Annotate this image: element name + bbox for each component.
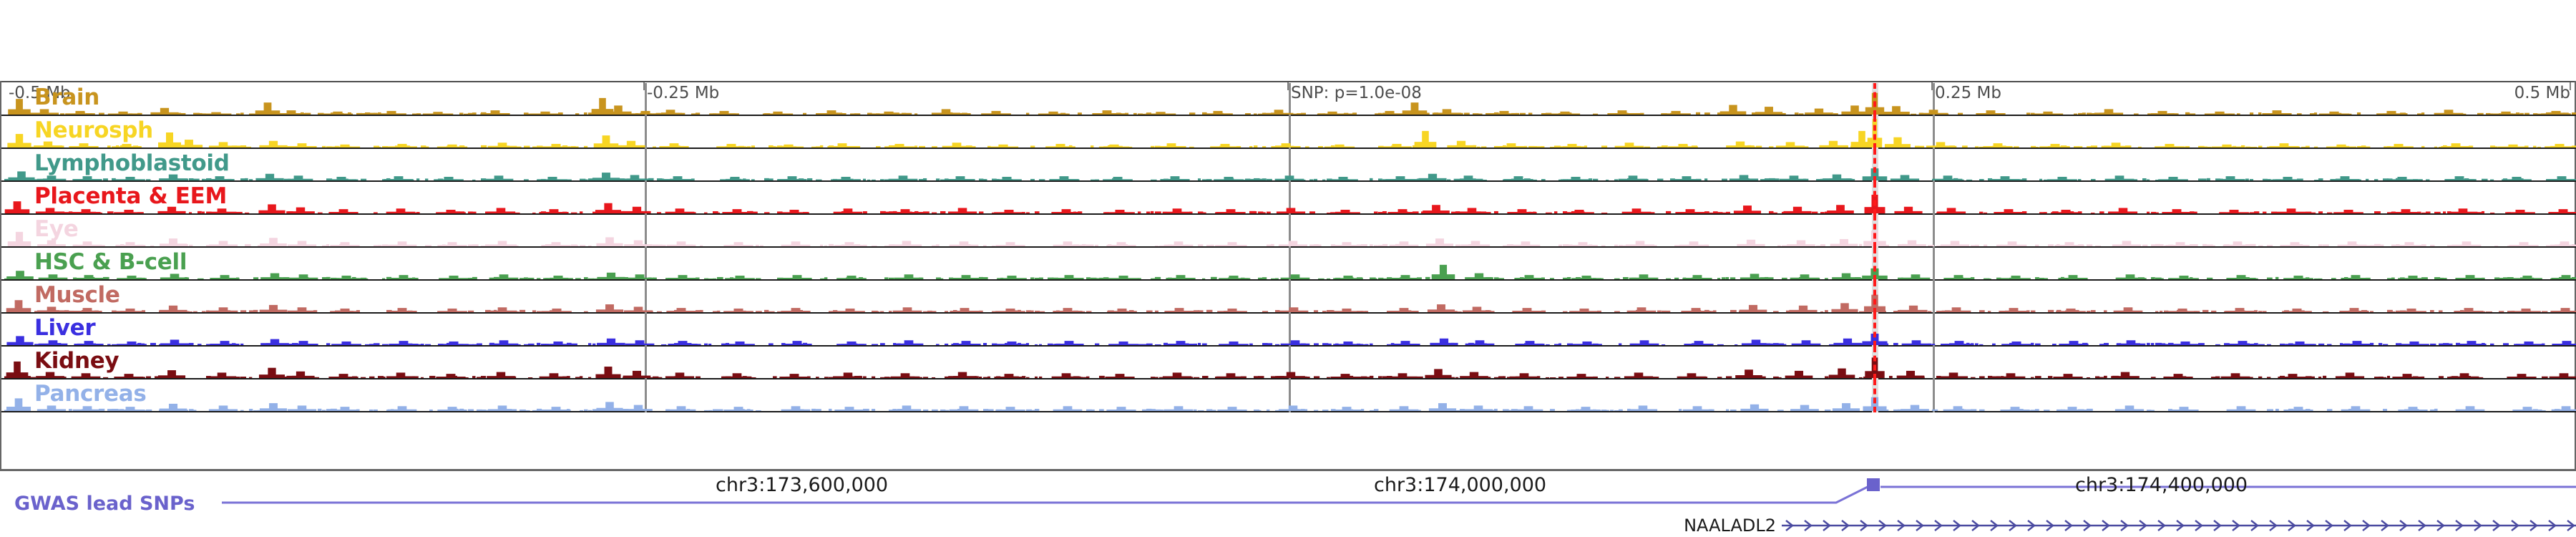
- vertical-gridline: [1289, 149, 1291, 182]
- vertical-gridline: [1933, 281, 1935, 314]
- gene-body-naaladl2[interactable]: [0, 516, 2576, 537]
- vertical-gridline: [1289, 314, 1291, 347]
- ruler-label: 0.25 Mb: [1935, 84, 2001, 102]
- vertical-gridline: [645, 83, 647, 116]
- vertical-gridline: [1289, 182, 1291, 215]
- vertical-gridline: [1933, 182, 1935, 215]
- gene-name-label[interactable]: NAALADL2: [1684, 516, 1776, 536]
- vertical-gridline: [1289, 116, 1291, 149]
- gene-annotation-row: NAALADL2: [0, 516, 2576, 537]
- track-kidney[interactable]: Kidney: [1, 347, 2576, 379]
- vertical-gridline: [1289, 281, 1291, 314]
- snp-position-line: [1873, 215, 1876, 248]
- ruler-tick-mark: [643, 82, 645, 90]
- vertical-gridline: [645, 149, 647, 182]
- snp-position-line: [1873, 149, 1876, 182]
- track-liver[interactable]: Liver: [1, 314, 2576, 347]
- snp-position-line: [1873, 281, 1876, 314]
- vertical-gridline: [645, 215, 647, 248]
- genome-ruler: -0.5 Mb -0.25 Mb SNP: p=1.0e-08 0.25 Mb 0.5 …: [0, 81, 2576, 102]
- gwas-lead-snps-label: GWAS lead SNPs: [14, 493, 195, 515]
- ruler-tick-mark: [2570, 82, 2571, 90]
- vertical-gridline: [645, 116, 647, 149]
- gwas-interval-line: [222, 485, 2576, 504]
- signal-profile: [1, 117, 2576, 147]
- signal-profile: [1, 150, 2576, 180]
- snp-position-line: [1873, 379, 1876, 412]
- track-brain[interactable]: Brain: [1, 83, 2576, 116]
- vertical-gridline: [645, 248, 647, 281]
- track-label-neurosph: Neurosph: [34, 117, 153, 143]
- track-label-muscle: Muscle: [34, 282, 120, 308]
- track-label-brain: Brain: [34, 84, 100, 110]
- genomic-coordinate-label: chr3:173,600,000: [716, 474, 889, 496]
- vertical-gridline: [645, 182, 647, 215]
- vertical-gridline: [645, 379, 647, 412]
- vertical-gridline: [1289, 347, 1291, 379]
- snp-position-line: [1873, 182, 1876, 215]
- vertical-gridline: [1933, 83, 1935, 116]
- gwas-lead-snp-marker[interactable]: [1867, 478, 1880, 491]
- vertical-gridline: [645, 314, 647, 347]
- ruler-label: -0.25 Mb: [647, 84, 720, 102]
- vertical-gridline: [1289, 83, 1291, 116]
- vertical-gridline: [1933, 379, 1935, 412]
- track-label-placenta-eem: Placenta & EEM: [34, 183, 228, 209]
- signal-profile: [1, 315, 2576, 345]
- vertical-gridline: [645, 281, 647, 314]
- track-label-hsc-b-cell: HSC & B-cell: [34, 249, 187, 275]
- track-label-pancreas: Pancreas: [34, 381, 147, 407]
- track-hsc-b-cell[interactable]: HSC & B-cell: [1, 248, 2576, 281]
- track-panel: Brain Neurosph Lymphoblastoid Placenta & EE…: [0, 81, 2576, 471]
- signal-profile: [1, 249, 2576, 279]
- ruler-tick-mark: [1931, 82, 1933, 90]
- ruler-tick-mark: [1287, 82, 1289, 90]
- vertical-gridline: [645, 347, 647, 379]
- snp-position-line: [1873, 83, 1876, 116]
- genomic-coordinate-label: chr3:174,400,000: [2075, 474, 2248, 496]
- track-label-kidney: Kidney: [34, 348, 119, 374]
- track-label-liver: Liver: [34, 315, 96, 341]
- vertical-gridline: [1289, 379, 1291, 412]
- snp-position-line: [1873, 314, 1876, 347]
- vertical-gridline: [1933, 248, 1935, 281]
- gwas-lead-snps-track[interactable]: chr3:173,600,000 chr3:174,000,000 chr3:174…: [0, 471, 2576, 514]
- genomic-coordinate-label: chr3:174,000,000: [1374, 474, 1547, 496]
- snp-position-line: [1873, 347, 1876, 379]
- vertical-gridline: [1289, 215, 1291, 248]
- ruler-label: SNP: p=1.0e-08: [1291, 84, 1422, 102]
- vertical-gridline: [1933, 116, 1935, 149]
- signal-profile: [1, 348, 2576, 378]
- track-placenta-eem[interactable]: Placenta & EEM: [1, 182, 2576, 215]
- signal-profile: [1, 84, 2576, 115]
- ruler-label: 0.5 Mb: [2514, 84, 2570, 102]
- vertical-gridline: [1933, 314, 1935, 347]
- vertical-gridline: [1933, 215, 1935, 248]
- track-lymphoblastoid[interactable]: Lymphoblastoid: [1, 149, 2576, 182]
- vertical-gridline: [1933, 347, 1935, 379]
- signal-profile: [1, 216, 2576, 246]
- track-label-lymphoblastoid: Lymphoblastoid: [34, 150, 230, 176]
- vertical-gridline: [1289, 248, 1291, 281]
- vertical-gridline: [1933, 149, 1935, 182]
- snp-position-line: [1873, 248, 1876, 281]
- track-label-eye: Eye: [34, 216, 79, 242]
- signal-profile: [1, 282, 2576, 312]
- track-pancreas[interactable]: Pancreas: [1, 379, 2576, 412]
- track-eye[interactable]: Eye: [1, 215, 2576, 248]
- track-muscle[interactable]: Muscle: [1, 281, 2576, 314]
- annotation-area: GWAS lead SNPs chr3:173,600,000 chr3:174,…: [0, 471, 2576, 537]
- signal-profile: [1, 381, 2576, 411]
- signal-profile: [1, 183, 2576, 213]
- track-neurosph[interactable]: Neurosph: [1, 116, 2576, 149]
- snp-position-line: [1873, 116, 1876, 149]
